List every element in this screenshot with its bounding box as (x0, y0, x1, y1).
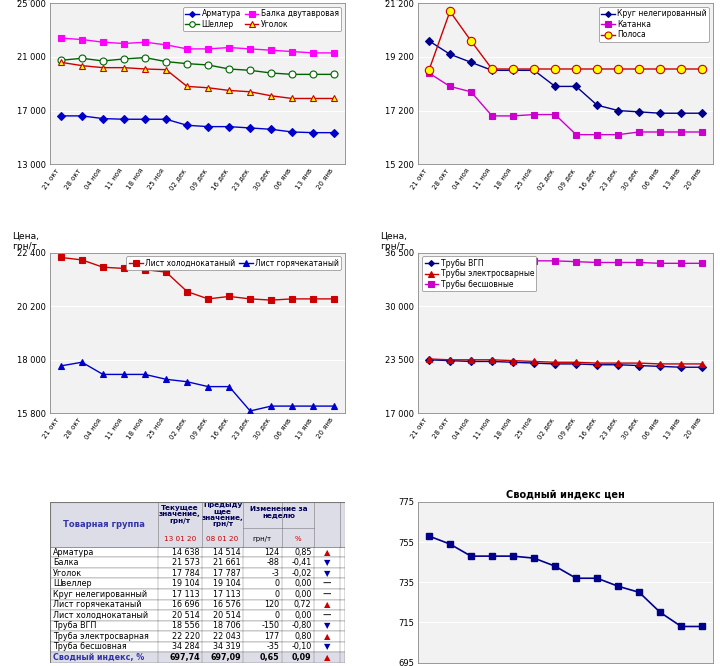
Text: Текущее
значение,
грн/т: Текущее значение, грн/т (159, 505, 201, 524)
Text: 19 104: 19 104 (172, 579, 199, 588)
Text: 18 556: 18 556 (172, 621, 199, 630)
Text: Цена,
грн/т: Цена, грн/т (12, 232, 39, 251)
Text: Лист горячекатаный: Лист горячекатаный (53, 600, 141, 609)
Text: -35: -35 (266, 643, 279, 651)
Bar (50, 621, 345, 631)
Bar (50, 641, 345, 652)
Legend: Арматура, Шеллер, Балка двутавровая, Уголок: Арматура, Шеллер, Балка двутавровая, Уго… (183, 7, 341, 31)
Text: 21 661: 21 661 (213, 558, 241, 567)
Text: 21 573: 21 573 (172, 558, 199, 567)
Text: —: — (323, 579, 331, 588)
Text: 0,72: 0,72 (294, 600, 312, 609)
Text: 697,74: 697,74 (169, 653, 199, 662)
Text: ▼: ▼ (324, 558, 330, 567)
Text: Цена,
грн/т: Цена, грн/т (12, 0, 39, 2)
Text: 22 220: 22 220 (171, 632, 199, 641)
Text: ▼: ▼ (324, 643, 330, 651)
Bar (50, 599, 345, 610)
Text: ▼: ▼ (324, 621, 330, 630)
Text: Арматура: Арматура (53, 547, 94, 557)
Text: Изменение за
неделю: Изменение за неделю (250, 505, 307, 518)
Bar (50, 557, 345, 568)
Text: 17 784: 17 784 (172, 569, 199, 577)
Text: %: % (294, 535, 301, 541)
Text: Цена,
грн/т: Цена, грн/т (380, 232, 407, 251)
Text: ▲: ▲ (324, 547, 330, 557)
Text: 0,00: 0,00 (294, 611, 312, 620)
Text: 0,65: 0,65 (259, 653, 279, 662)
Text: 0,85: 0,85 (294, 547, 312, 557)
Text: 20 514: 20 514 (172, 611, 199, 620)
Text: 0,09: 0,09 (292, 653, 312, 662)
Text: 120: 120 (264, 600, 279, 609)
Text: 14 514: 14 514 (213, 547, 241, 557)
Text: Труба ВГП: Труба ВГП (53, 621, 96, 630)
Text: —: — (323, 590, 331, 599)
Text: Круг нелегированный: Круг нелегированный (53, 590, 147, 599)
Bar (50, 610, 345, 621)
Bar (50, 652, 345, 663)
Text: Швеллер: Швеллер (53, 579, 91, 588)
Text: 0,80: 0,80 (294, 632, 312, 641)
Text: 34 284: 34 284 (172, 643, 199, 651)
Legend: Круг нелегированный, Катанка, Полоса: Круг нелегированный, Катанка, Полоса (599, 7, 709, 42)
Text: ▲: ▲ (324, 653, 330, 662)
Text: 18 706: 18 706 (213, 621, 241, 630)
Text: 19 104: 19 104 (213, 579, 241, 588)
Text: 16 576: 16 576 (213, 600, 241, 609)
Text: 22 043: 22 043 (213, 632, 241, 641)
Text: 13 01 20: 13 01 20 (164, 535, 196, 541)
Text: 17 113: 17 113 (213, 590, 241, 599)
Text: Балка: Балка (53, 558, 78, 567)
Bar (50, 631, 345, 641)
Text: Лист холоднокатаный: Лист холоднокатаный (53, 611, 148, 620)
Text: ▲: ▲ (324, 600, 330, 609)
Text: Труба электросварная: Труба электросварная (53, 632, 148, 641)
Title: Сводный индекс цен: Сводный индекс цен (506, 490, 625, 500)
Text: -3: -3 (271, 569, 279, 577)
Text: 20 514: 20 514 (213, 611, 241, 620)
Text: Труба бесшовная: Труба бесшовная (53, 643, 127, 651)
Text: -0,41: -0,41 (292, 558, 312, 567)
Text: 17 113: 17 113 (172, 590, 199, 599)
Text: 177: 177 (264, 632, 279, 641)
Text: Уголок: Уголок (53, 569, 82, 577)
Text: —: — (323, 611, 331, 620)
Text: Сводный индекс, %: Сводный индекс, % (53, 653, 144, 662)
Bar (50, 547, 345, 557)
Legend: Лист холоднокатаный, Лист горячекатаный: Лист холоднокатаный, Лист горячекатаный (127, 256, 341, 270)
Text: 0: 0 (274, 579, 279, 588)
Text: 0,00: 0,00 (294, 579, 312, 588)
Text: 124: 124 (264, 547, 279, 557)
Text: Предыду
щее
значение,
грн/т: Предыду щее значение, грн/т (202, 501, 243, 527)
Legend: Трубы ВГП, Трубы электросварные, Трубы бесшовные: Трубы ВГП, Трубы электросварные, Трубы б… (422, 256, 536, 291)
Text: ▲: ▲ (324, 632, 330, 641)
Bar (50, 589, 345, 599)
Text: -0,02: -0,02 (291, 569, 312, 577)
Text: 16 696: 16 696 (172, 600, 199, 609)
Text: -150: -150 (261, 621, 279, 630)
Text: -0,10: -0,10 (292, 643, 312, 651)
Text: Товарная группа: Товарная группа (63, 520, 145, 529)
Bar (50, 579, 345, 589)
Text: 0: 0 (274, 611, 279, 620)
Text: ▼: ▼ (324, 569, 330, 577)
Bar (50, 568, 345, 579)
Text: 697,09: 697,09 (210, 653, 241, 662)
Text: -0,80: -0,80 (292, 621, 312, 630)
Bar (50, 502, 345, 547)
Text: 08 01 20: 08 01 20 (207, 535, 239, 541)
Text: 14 638: 14 638 (172, 547, 199, 557)
Text: Цена,
грн/т: Цена, грн/т (380, 0, 407, 2)
Text: 0: 0 (274, 590, 279, 599)
Text: 34 319: 34 319 (213, 643, 241, 651)
Text: грн/т: грн/т (253, 535, 272, 541)
Text: -88: -88 (266, 558, 279, 567)
Text: 0,00: 0,00 (294, 590, 312, 599)
Text: 17 787: 17 787 (213, 569, 241, 577)
